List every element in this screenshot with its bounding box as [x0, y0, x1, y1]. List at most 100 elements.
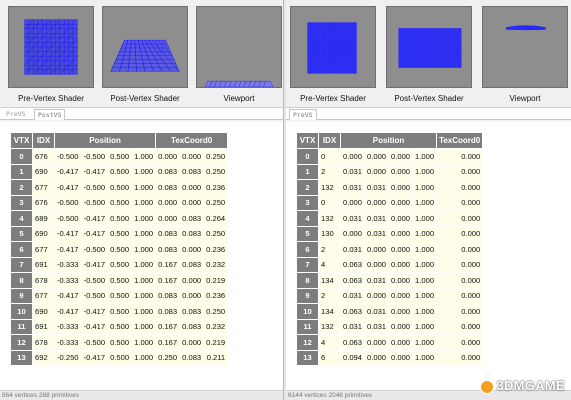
- table-row[interactable]: 9 2 0.031 0.000 0.000 1.000 0.000: [297, 288, 483, 303]
- position-cell: 1.000: [413, 273, 437, 288]
- tab-prevs[interactable]: PreVS: [289, 109, 317, 120]
- table-row[interactable]: 7 691 -0.333 -0.417 0.500 1.000 0.167 0.083 0.23…: [11, 257, 228, 272]
- position-cell: 0.500: [108, 350, 132, 365]
- vtx-cell: 6: [11, 242, 32, 257]
- table-row[interactable]: 3 0 0.000 0.000 0.000 1.000 0.000: [297, 195, 483, 210]
- position-cell: 0.000: [341, 226, 365, 241]
- position-cell: 0.500: [108, 304, 132, 319]
- texcoord-cell: 0.000: [437, 226, 483, 241]
- idx-cell: 134: [319, 304, 340, 319]
- table-row[interactable]: 5 130 0.000 0.031 0.000 1.000 0.000: [297, 226, 483, 241]
- table-row[interactable]: 8 678 -0.333 -0.500 0.500 1.000 0.167 0.000 0.21…: [11, 273, 228, 288]
- position-cell: -0.500: [81, 273, 108, 288]
- table-row[interactable]: 11 691 -0.333 -0.417 0.500 1.000 0.167 0.083 0.2…: [11, 319, 228, 334]
- table-row[interactable]: 10 690 -0.417 -0.417 0.500 1.000 0.083 0.083 0.2…: [11, 304, 228, 319]
- position-cell: 1.000: [132, 180, 156, 195]
- table-row[interactable]: 12 678 -0.333 -0.500 0.500 1.000 0.167 0.000 0.2…: [11, 335, 228, 350]
- position-cell: 1.000: [413, 226, 437, 241]
- texcoord-cell: 0.000: [437, 180, 483, 195]
- post-vertex-shader-thumb[interactable]: Post-Vertex Shader: [102, 6, 188, 103]
- position-cell: 0.031: [341, 242, 365, 257]
- table-row[interactable]: 13 692 -0.250 -0.417 0.500 1.000 0.250 0.083 0.2…: [11, 350, 228, 365]
- col-header-vtx[interactable]: VTX: [11, 133, 32, 148]
- vtx-cell: 7: [297, 257, 318, 272]
- table-row[interactable]: 13 6 0.094 0.000 0.000 1.000 0.000: [297, 350, 483, 365]
- table-row[interactable]: 12 4 0.063 0.000 0.000 1.000 0.000: [297, 335, 483, 350]
- texcoord-cell: 0.250: [204, 304, 228, 319]
- vtx-cell: 2: [297, 180, 318, 195]
- position-cell: 0.500: [108, 257, 132, 272]
- col-header-idx[interactable]: IDX: [33, 133, 54, 148]
- position-cell: -0.500: [81, 242, 108, 257]
- position-cell: -0.500: [55, 195, 81, 210]
- pre-vertex-shader-thumb[interactable]: Pre-Vertex Shader: [290, 6, 376, 103]
- thumb-label: Viewport: [509, 94, 541, 103]
- post-vertex-shader-thumb[interactable]: Post-Vertex Shader: [386, 6, 472, 103]
- position-cell: -0.417: [81, 350, 108, 365]
- post-vertex-mesh-preview: [386, 6, 472, 88]
- texcoord-cell: 0.083: [156, 242, 180, 257]
- table-row[interactable]: 8 134 0.063 0.031 0.000 1.000 0.000: [297, 273, 483, 288]
- idx-cell: 678: [33, 273, 54, 288]
- position-cell: 1.000: [413, 288, 437, 303]
- position-cell: -0.500: [81, 195, 108, 210]
- table-row[interactable]: 0 0 0.000 0.000 0.000 1.000 0.000: [297, 149, 483, 164]
- texcoord-cell: 0.000: [437, 304, 483, 319]
- texcoord-cell: 0.083: [180, 211, 204, 226]
- idx-cell: 692: [33, 350, 54, 365]
- position-cell: 1.000: [132, 211, 156, 226]
- position-cell: 0.000: [365, 350, 389, 365]
- texcoord-cell: 0.264: [204, 211, 228, 226]
- position-cell: -0.417: [55, 304, 81, 319]
- table-row[interactable]: 5 690 -0.417 -0.417 0.500 1.000 0.083 0.083 0.25…: [11, 226, 228, 241]
- col-header-position[interactable]: Position: [55, 133, 156, 148]
- position-cell: -0.417: [81, 319, 108, 334]
- position-cell: -0.417: [55, 288, 81, 303]
- viewport-thumb[interactable]: Viewport: [196, 6, 282, 103]
- idx-cell: 690: [33, 164, 54, 179]
- texcoord-cell: 0.000: [437, 319, 483, 334]
- col-header-idx[interactable]: IDX: [319, 133, 340, 148]
- table-row[interactable]: 4 689 -0.500 -0.417 0.500 1.000 0.000 0.083 0.26…: [11, 211, 228, 226]
- vtx-cell: 1: [297, 164, 318, 179]
- vtx-cell: 12: [11, 335, 32, 350]
- col-header-position[interactable]: Position: [341, 133, 437, 148]
- position-cell: 1.000: [413, 242, 437, 257]
- tab-postvs[interactable]: PostVS: [34, 109, 66, 120]
- table-row[interactable]: 2 677 -0.417 -0.500 0.500 1.000 0.083 0.000 0.23…: [11, 180, 228, 195]
- texcoord-cell: 0.167: [156, 319, 180, 334]
- col-header-texcoord0[interactable]: TexCoord0: [437, 133, 483, 148]
- texcoord-cell: 0.000: [156, 195, 180, 210]
- position-cell: 0.063: [341, 304, 365, 319]
- table-row[interactable]: 3 676 -0.500 -0.500 0.500 1.000 0.000 0.000 0.25…: [11, 195, 228, 210]
- position-cell: 0.500: [108, 195, 132, 210]
- position-cell: 1.000: [413, 304, 437, 319]
- position-cell: 0.000: [389, 149, 413, 164]
- col-header-texcoord0[interactable]: TexCoord0: [156, 133, 228, 148]
- position-cell: 0.063: [341, 273, 365, 288]
- position-cell: 1.000: [413, 211, 437, 226]
- table-row[interactable]: 2 132 0.031 0.031 0.000 1.000 0.000: [297, 180, 483, 195]
- table-row[interactable]: 9 677 -0.417 -0.500 0.500 1.000 0.083 0.000 0.23…: [11, 288, 228, 303]
- table-row[interactable]: 1 2 0.031 0.000 0.000 1.000 0.000: [297, 164, 483, 179]
- texcoord-cell: 0.000: [437, 164, 483, 179]
- position-cell: 0.000: [389, 195, 413, 210]
- table-row[interactable]: 6 677 -0.417 -0.500 0.500 1.000 0.083 0.000 0.23…: [11, 242, 228, 257]
- texcoord-cell: 0.211: [204, 350, 228, 365]
- table-row[interactable]: 10 134 0.063 0.031 0.000 1.000 0.000: [297, 304, 483, 319]
- table-row[interactable]: 4 132 0.031 0.031 0.000 1.000 0.000: [297, 211, 483, 226]
- position-cell: 0.031: [365, 180, 389, 195]
- table-row[interactable]: 0 676 -0.500 -0.500 0.500 1.000 0.000 0.000 0.25…: [11, 149, 228, 164]
- position-cell: 0.000: [389, 335, 413, 350]
- pre-vertex-shader-thumb[interactable]: Pre-Vertex Shader: [8, 6, 94, 103]
- idx-cell: 689: [33, 211, 54, 226]
- table-row[interactable]: 6 2 0.031 0.000 0.000 1.000 0.000: [297, 242, 483, 257]
- table-row[interactable]: 7 4 0.063 0.000 0.000 1.000 0.000: [297, 257, 483, 272]
- col-header-vtx[interactable]: VTX: [297, 133, 318, 148]
- position-cell: 0.500: [108, 164, 132, 179]
- table-row[interactable]: 11 132 0.031 0.031 0.000 1.000 0.000: [297, 319, 483, 334]
- table-row[interactable]: 1 690 -0.417 -0.417 0.500 1.000 0.083 0.083 0.25…: [11, 164, 228, 179]
- viewport-thumb[interactable]: Viewport: [482, 6, 568, 103]
- vtx-cell: 4: [11, 211, 32, 226]
- tab-prevs[interactable]: PreVS: [6, 110, 26, 118]
